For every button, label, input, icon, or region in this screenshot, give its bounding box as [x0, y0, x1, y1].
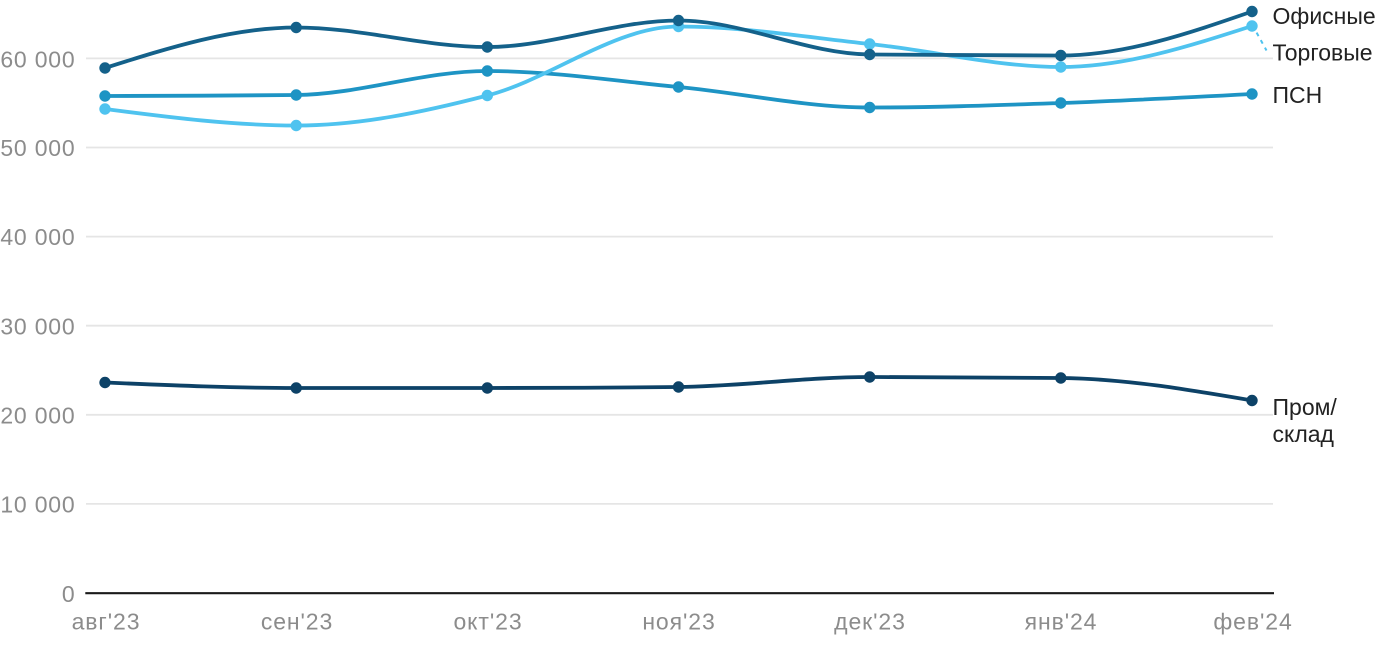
- svg-text:40 000: 40 000: [0, 224, 75, 250]
- svg-text:50 000: 50 000: [0, 135, 75, 161]
- svg-text:30 000: 30 000: [0, 313, 75, 339]
- svg-text:авг'23: авг'23: [72, 609, 141, 635]
- svg-text:окт'23: окт'23: [453, 609, 522, 635]
- svg-text:ПСН: ПСН: [1273, 82, 1323, 108]
- svg-text:0: 0: [62, 581, 76, 607]
- svg-text:фев'24: фев'24: [1213, 609, 1292, 635]
- svg-text:сен'23: сен'23: [261, 609, 333, 635]
- svg-text:ноя'23: ноя'23: [642, 609, 715, 635]
- svg-text:Офисные: Офисные: [1273, 3, 1376, 29]
- svg-text:Пром/: Пром/: [1273, 394, 1338, 420]
- svg-text:янв'24: янв'24: [1025, 609, 1098, 635]
- svg-text:дек'23: дек'23: [834, 609, 906, 635]
- svg-text:Торговые: Торговые: [1273, 40, 1373, 66]
- svg-text:60 000: 60 000: [0, 46, 75, 72]
- svg-text:10 000: 10 000: [0, 492, 75, 518]
- svg-text:20 000: 20 000: [0, 402, 75, 428]
- svg-text:склад: склад: [1273, 421, 1335, 447]
